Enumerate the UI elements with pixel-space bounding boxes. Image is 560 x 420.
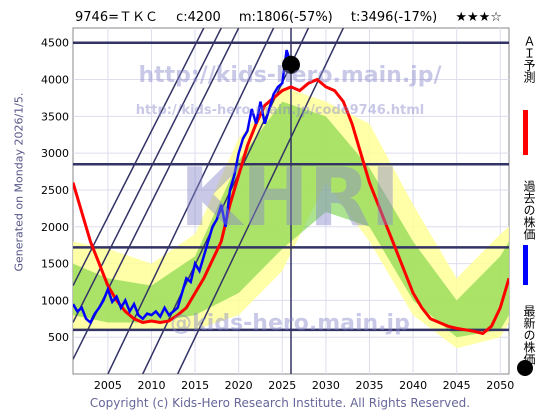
y-tick-label: 1000 [41,294,69,307]
x-tick-label: 2005 [94,379,122,392]
watermarks: KHRI http://kids-hero.main.jp/ http://ki… [136,63,443,336]
watermark-brand: KHRI [180,151,400,244]
trend-line [73,28,222,323]
legend-past-price-swatch [523,245,528,285]
copyright-footer: Copyright (c) Kids-Hero Research Institu… [89,396,471,410]
x-axis: 2005 2010 2015 2020 2025 2030 2035 2040 2045 2050 [94,379,514,392]
y-axis: 500 1000 1500 2000 2500 3000 3500 4000 4500 [41,37,69,344]
legend-ai-forecast-swatch [523,110,528,155]
watermark-url-main: http://kids-hero.main.jp/ [138,63,442,88]
x-tick-label: 2015 [181,379,209,392]
legend: ＡＩ予測 過去の株価 最新の株価 [516,25,556,385]
y-tick-label: 4500 [41,37,69,50]
forecast-series [73,77,509,336]
legend-latest-price-dot [517,360,533,376]
y-tick-label: 3000 [41,147,69,160]
x-tick-label: 2045 [443,379,471,392]
y-tick-label: 3500 [41,110,69,123]
y-tick-label: 2000 [41,221,69,234]
x-tick-label: 2035 [355,379,383,392]
stock-code: 9746=ＴＫＣ [75,10,158,25]
watermark-mail: @kids-hero.main.jp [170,311,410,336]
legend-latest-price-label: 最新の株価 [522,305,536,365]
x-tick-label: 2025 [268,379,296,392]
trend-line [176,28,344,374]
legend-past-price-label: 過去の株価 [522,180,536,240]
past-price-series [73,49,293,325]
watermark-url-code: http://kids-hero.main.jp/code9746.html [136,103,424,118]
legend-ai-forecast-label: ＡＩ予測 [522,35,536,83]
rating-stars: ★★★☆ [455,10,502,25]
y-tick-label: 2500 [41,184,69,197]
x-tick-label: 2020 [225,379,253,392]
x-tick-label: 2030 [312,379,340,392]
trend-line [107,28,275,374]
latest-price-dot [282,55,300,74]
x-tick-label: 2010 [137,379,165,392]
x-tick-label: 2050 [486,379,514,392]
y-tick-label: 4000 [41,74,69,87]
min-price: m:1806(-57%) [238,10,333,25]
y-tick-label: 500 [48,331,69,344]
x-tick-label: 2040 [399,379,427,392]
trend-line [73,28,205,286]
chart-header: 9746=ＴＫＣ c:4200 m:1806(-57%) t:3496(-17%… [75,6,515,26]
target-price: t:3496(-17%) [350,10,438,25]
y-tick-label: 1500 [41,258,69,271]
current-price: c:4200 [176,10,221,25]
